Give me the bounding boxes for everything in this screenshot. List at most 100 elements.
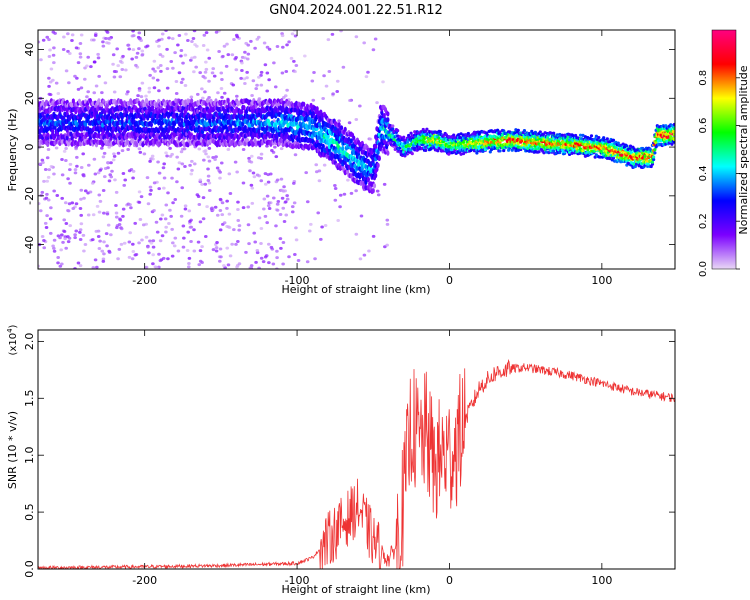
- spectral-cell: [136, 94, 140, 98]
- spectral-cell: [290, 210, 295, 214]
- spectral-cell: [386, 150, 390, 156]
- spectral-cell: [436, 149, 440, 153]
- y-tick-label: -20: [23, 187, 36, 205]
- spectral-cell: [593, 137, 597, 141]
- spectral-cell: [250, 93, 254, 97]
- spectral-cell: [60, 196, 64, 200]
- spectral-cell: [255, 248, 260, 252]
- spectral-cell: [438, 130, 442, 134]
- spectral-cell: [76, 87, 81, 91]
- spectral-cell: [94, 84, 99, 88]
- spectral-cell: [111, 53, 116, 57]
- spectral-cell: [200, 182, 204, 186]
- spectral-cell: [200, 245, 204, 249]
- spectral-cell: [207, 79, 211, 83]
- spectral-cell: [421, 127, 425, 132]
- spectral-cell: [127, 255, 132, 259]
- spectral-cell: [140, 53, 145, 57]
- spectral-cell: [131, 169, 136, 173]
- spectral-cell: [270, 148, 274, 152]
- spectral-cell: [66, 141, 71, 147]
- spectral-cell: [149, 241, 154, 245]
- spectral-cell: [643, 154, 647, 158]
- spectral-cell: [222, 44, 227, 48]
- spectral-cell: [151, 253, 155, 257]
- spectral-cell: [251, 171, 256, 175]
- spectral-cell: [93, 258, 98, 262]
- spectral-cell: [150, 154, 155, 158]
- spectral-cell: [228, 191, 233, 195]
- spectral-cell: [183, 53, 188, 57]
- spectral-cell: [70, 33, 75, 37]
- spectral-cell: [147, 86, 152, 90]
- spectral-cell: [508, 137, 512, 141]
- spectral-cell: [81, 233, 86, 237]
- spectral-cell: [211, 248, 216, 252]
- spectral-cell: [174, 98, 178, 104]
- spectral-cell: [82, 196, 86, 200]
- spectral-cell: [92, 38, 96, 42]
- spectral-cell: [129, 206, 133, 210]
- spectral-cell: [152, 181, 157, 185]
- spectral-cell: [293, 253, 297, 257]
- spectral-cell: [255, 37, 260, 41]
- spectral-cell: [255, 251, 260, 255]
- y-tick-label: -40: [23, 236, 36, 254]
- spectral-cell: [151, 239, 156, 243]
- spectral-cell: [228, 254, 233, 258]
- spectral-cell: [221, 54, 225, 58]
- spectral-cell: [240, 61, 244, 65]
- spectral-cell: [266, 173, 270, 177]
- spectral-cell: [78, 55, 83, 59]
- spectral-cell: [197, 202, 202, 206]
- spectral-cell: [97, 115, 101, 121]
- spectral-cell: [125, 92, 129, 96]
- spectral-cell: [70, 38, 74, 42]
- spectral-cell: [74, 202, 79, 206]
- spectral-cell: [672, 132, 675, 136]
- spectral-cell: [197, 115, 201, 121]
- spectral-cell: [234, 242, 238, 246]
- spectral-cell: [181, 224, 186, 228]
- spectral-cell: [124, 68, 128, 72]
- spectral-cell: [671, 130, 675, 134]
- spectral-cell: [203, 90, 207, 94]
- spectral-cell: [100, 249, 105, 253]
- spectral-cell: [52, 172, 56, 176]
- spectral-cell: [218, 208, 223, 212]
- x-tick-label: -100: [285, 274, 310, 287]
- spectral-cell: [55, 194, 60, 198]
- snr-series-line: [38, 358, 675, 569]
- spectral-cell: [45, 192, 49, 196]
- spectral-cell: [74, 109, 78, 115]
- spectral-cell: [335, 90, 340, 94]
- spectral-cell: [275, 44, 280, 48]
- spectral-cell: [102, 211, 106, 215]
- spectral-cell: [563, 133, 567, 137]
- spectral-cell: [219, 71, 224, 75]
- spectral-cell: [215, 240, 219, 244]
- spectral-cell: [101, 155, 106, 159]
- spectral-cell: [241, 206, 246, 210]
- spectral-cell: [664, 132, 668, 136]
- colorbar-gradient: [711, 29, 737, 270]
- spectral-cell: [164, 225, 168, 229]
- spectral-cell: [75, 164, 79, 168]
- spectral-cell: [280, 34, 285, 38]
- spectral-cell: [214, 246, 219, 250]
- spectral-cell: [302, 101, 306, 107]
- spectral-cell: [66, 177, 70, 181]
- spectral-cell: [157, 252, 161, 256]
- spectral-cell: [294, 64, 299, 68]
- spectral-cell: [70, 201, 75, 205]
- spectral-cell: [45, 179, 50, 183]
- spectral-cell: [47, 92, 52, 96]
- spectral-cell: [46, 147, 51, 151]
- spectral-cell: [281, 240, 286, 244]
- spectral-cell: [186, 142, 190, 148]
- spectral-cell: [371, 234, 376, 238]
- spectral-cell: [127, 47, 132, 51]
- spectral-cell: [164, 203, 169, 207]
- spectrogram-x-ticks: -200 -100 0 100: [132, 30, 612, 287]
